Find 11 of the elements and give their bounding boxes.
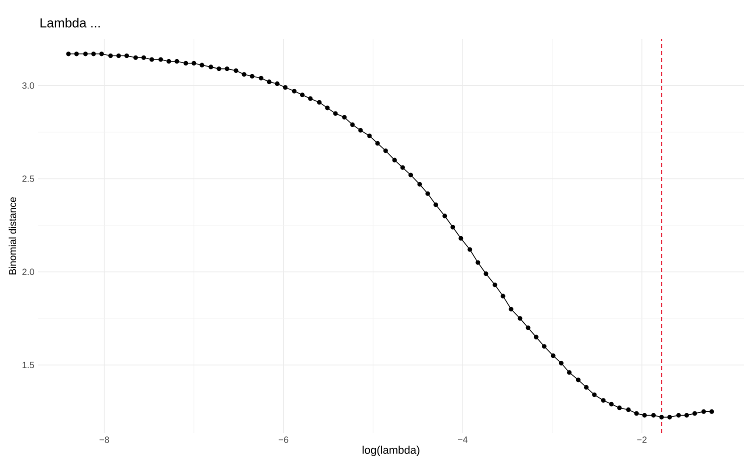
y-tick-label: 2.0: [22, 268, 34, 276]
y-axis-title: Binomial distance: [8, 197, 16, 274]
x-tick-label: −6: [278, 436, 288, 443]
y-tick-label: 2.5: [22, 176, 34, 182]
x-tick-label: −8: [100, 436, 110, 443]
y-tick-label: 1.5: [22, 362, 34, 368]
x-tick-label: −4: [458, 436, 468, 443]
chart-title: Lambda ...: [40, 18, 100, 28]
x-axis-title: log(lambda): [362, 446, 420, 456]
x-tick-label: −2: [637, 436, 647, 443]
y-tick-label: 3.0: [22, 82, 34, 89]
